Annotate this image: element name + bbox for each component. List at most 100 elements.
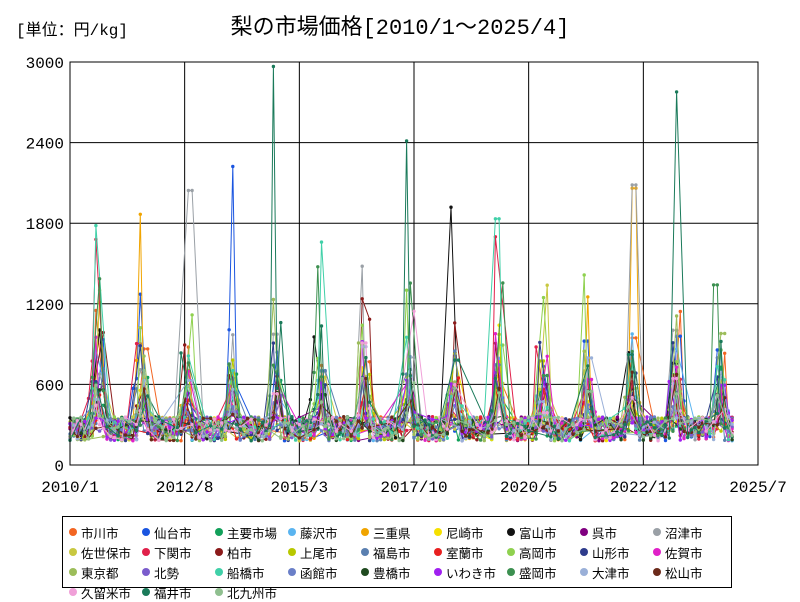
data-point: [179, 439, 183, 443]
data-point: [386, 433, 390, 437]
data-point: [575, 430, 579, 435]
legend-label: 上尾市: [300, 545, 338, 561]
legend-label: 市川市: [81, 525, 119, 541]
data-point: [197, 435, 202, 439]
data-point: [168, 417, 172, 421]
data-point: [286, 421, 290, 425]
data-point: [138, 326, 142, 330]
data-point: [375, 439, 379, 443]
data-point: [586, 389, 590, 394]
legend-marker-icon: [215, 528, 223, 536]
data-point: [504, 434, 509, 439]
data-point: [134, 422, 139, 427]
legend-marker-icon: [653, 528, 661, 536]
data-point: [545, 425, 549, 429]
data-point: [578, 423, 583, 427]
data-point: [649, 436, 653, 441]
data-point: [367, 400, 372, 404]
data-point: [423, 434, 427, 438]
data-point: [582, 273, 586, 277]
data-point: [342, 421, 346, 425]
data-point: [697, 425, 701, 429]
data-point: [612, 423, 616, 428]
data-point: [175, 438, 179, 443]
data-point: [626, 405, 631, 409]
data-point: [342, 415, 346, 419]
legend-item: 北勢: [142, 562, 215, 582]
legend-item: 松山市: [653, 562, 726, 582]
data-point: [160, 419, 165, 423]
data-point: [94, 416, 98, 420]
data-point: [478, 438, 483, 442]
data-point: [323, 375, 327, 379]
y-tick-label: 1200: [26, 297, 64, 315]
legend-marker-icon: [434, 548, 442, 556]
data-point: [112, 438, 117, 442]
data-point: [149, 416, 154, 420]
legend-marker-icon: [215, 568, 223, 576]
data-point: [564, 438, 568, 442]
data-point: [220, 421, 224, 425]
data-point: [416, 437, 420, 441]
legend-item: 佐世保市: [69, 542, 142, 562]
legend-label: 高岡市: [519, 545, 557, 561]
data-point: [674, 360, 679, 364]
data-point: [349, 421, 353, 425]
data-point: [131, 439, 135, 443]
data-point: [79, 415, 83, 419]
data-point: [527, 429, 531, 433]
data-point: [360, 376, 364, 381]
data-point: [367, 360, 372, 364]
data-point: [711, 420, 716, 424]
data-point: [216, 421, 220, 425]
legend-label: 東京都: [81, 565, 119, 581]
legend-marker-icon: [142, 568, 150, 576]
data-point: [356, 419, 361, 423]
data-point: [323, 424, 327, 429]
data-point: [94, 426, 98, 430]
legend-item: 尼崎市: [434, 522, 507, 542]
data-point: [201, 434, 205, 439]
data-point: [515, 433, 520, 438]
data-point: [515, 421, 520, 426]
data-point: [634, 336, 638, 340]
data-point: [279, 436, 283, 440]
data-point: [445, 431, 449, 436]
data-point: [449, 382, 453, 386]
data-point: [367, 425, 372, 429]
legend-marker-icon: [434, 528, 442, 536]
data-point: [253, 437, 257, 442]
legend-item: 市川市: [69, 522, 142, 542]
data-point: [404, 335, 409, 339]
data-point: [578, 427, 583, 431]
data-point: [275, 386, 279, 390]
data-point: [390, 415, 394, 419]
data-point: [423, 438, 427, 442]
data-point: [83, 438, 87, 442]
data-point: [97, 423, 102, 427]
data-point: [678, 409, 682, 413]
data-point: [279, 423, 283, 427]
data-point: [693, 416, 697, 420]
data-point: [453, 427, 457, 431]
data-point: [634, 183, 638, 187]
legend-label: 沼津市: [665, 525, 703, 541]
legend-label: 主要市場: [227, 525, 278, 541]
data-point: [475, 422, 479, 427]
data-point: [404, 139, 409, 143]
data-point: [545, 421, 549, 425]
legend-label: 佐賀市: [665, 545, 703, 561]
data-point: [493, 418, 498, 423]
data-point: [171, 438, 176, 443]
data-point: [475, 415, 479, 420]
data-point: [571, 418, 575, 422]
legend-label: 富山市: [519, 525, 557, 541]
data-point: [626, 352, 631, 357]
legend-marker-icon: [288, 548, 296, 556]
data-point: [293, 426, 298, 430]
data-point: [401, 438, 405, 443]
series-line: [68, 368, 734, 443]
data-point: [589, 377, 594, 382]
data-point: [379, 420, 383, 424]
legend-label: 呉市: [592, 525, 618, 541]
